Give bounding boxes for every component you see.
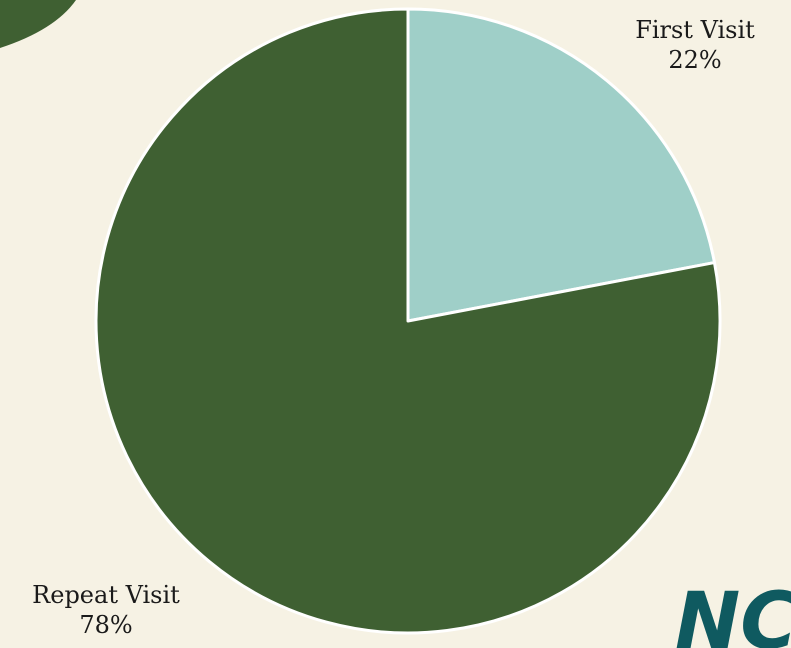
corner-shape (0, 0, 76, 48)
slice-label-first-visit: First Visit 22% (635, 15, 755, 75)
slice-label-percent: 22% (668, 46, 722, 74)
slice-label-text: Repeat Visit (32, 581, 180, 609)
pie-slice-first-visit (406, 7, 716, 323)
slice-label-text: First Visit (635, 16, 755, 44)
slice-label-percent: 78% (79, 611, 133, 639)
logo-lettering: NC (675, 577, 791, 648)
pie-slices (94, 7, 722, 635)
nc-logo: NC (675, 577, 791, 648)
pie-slice-repeat-visit (94, 7, 722, 635)
slice-label-repeat-visit: Repeat Visit 78% (32, 580, 180, 640)
corner-decoration (0, 0, 76, 48)
